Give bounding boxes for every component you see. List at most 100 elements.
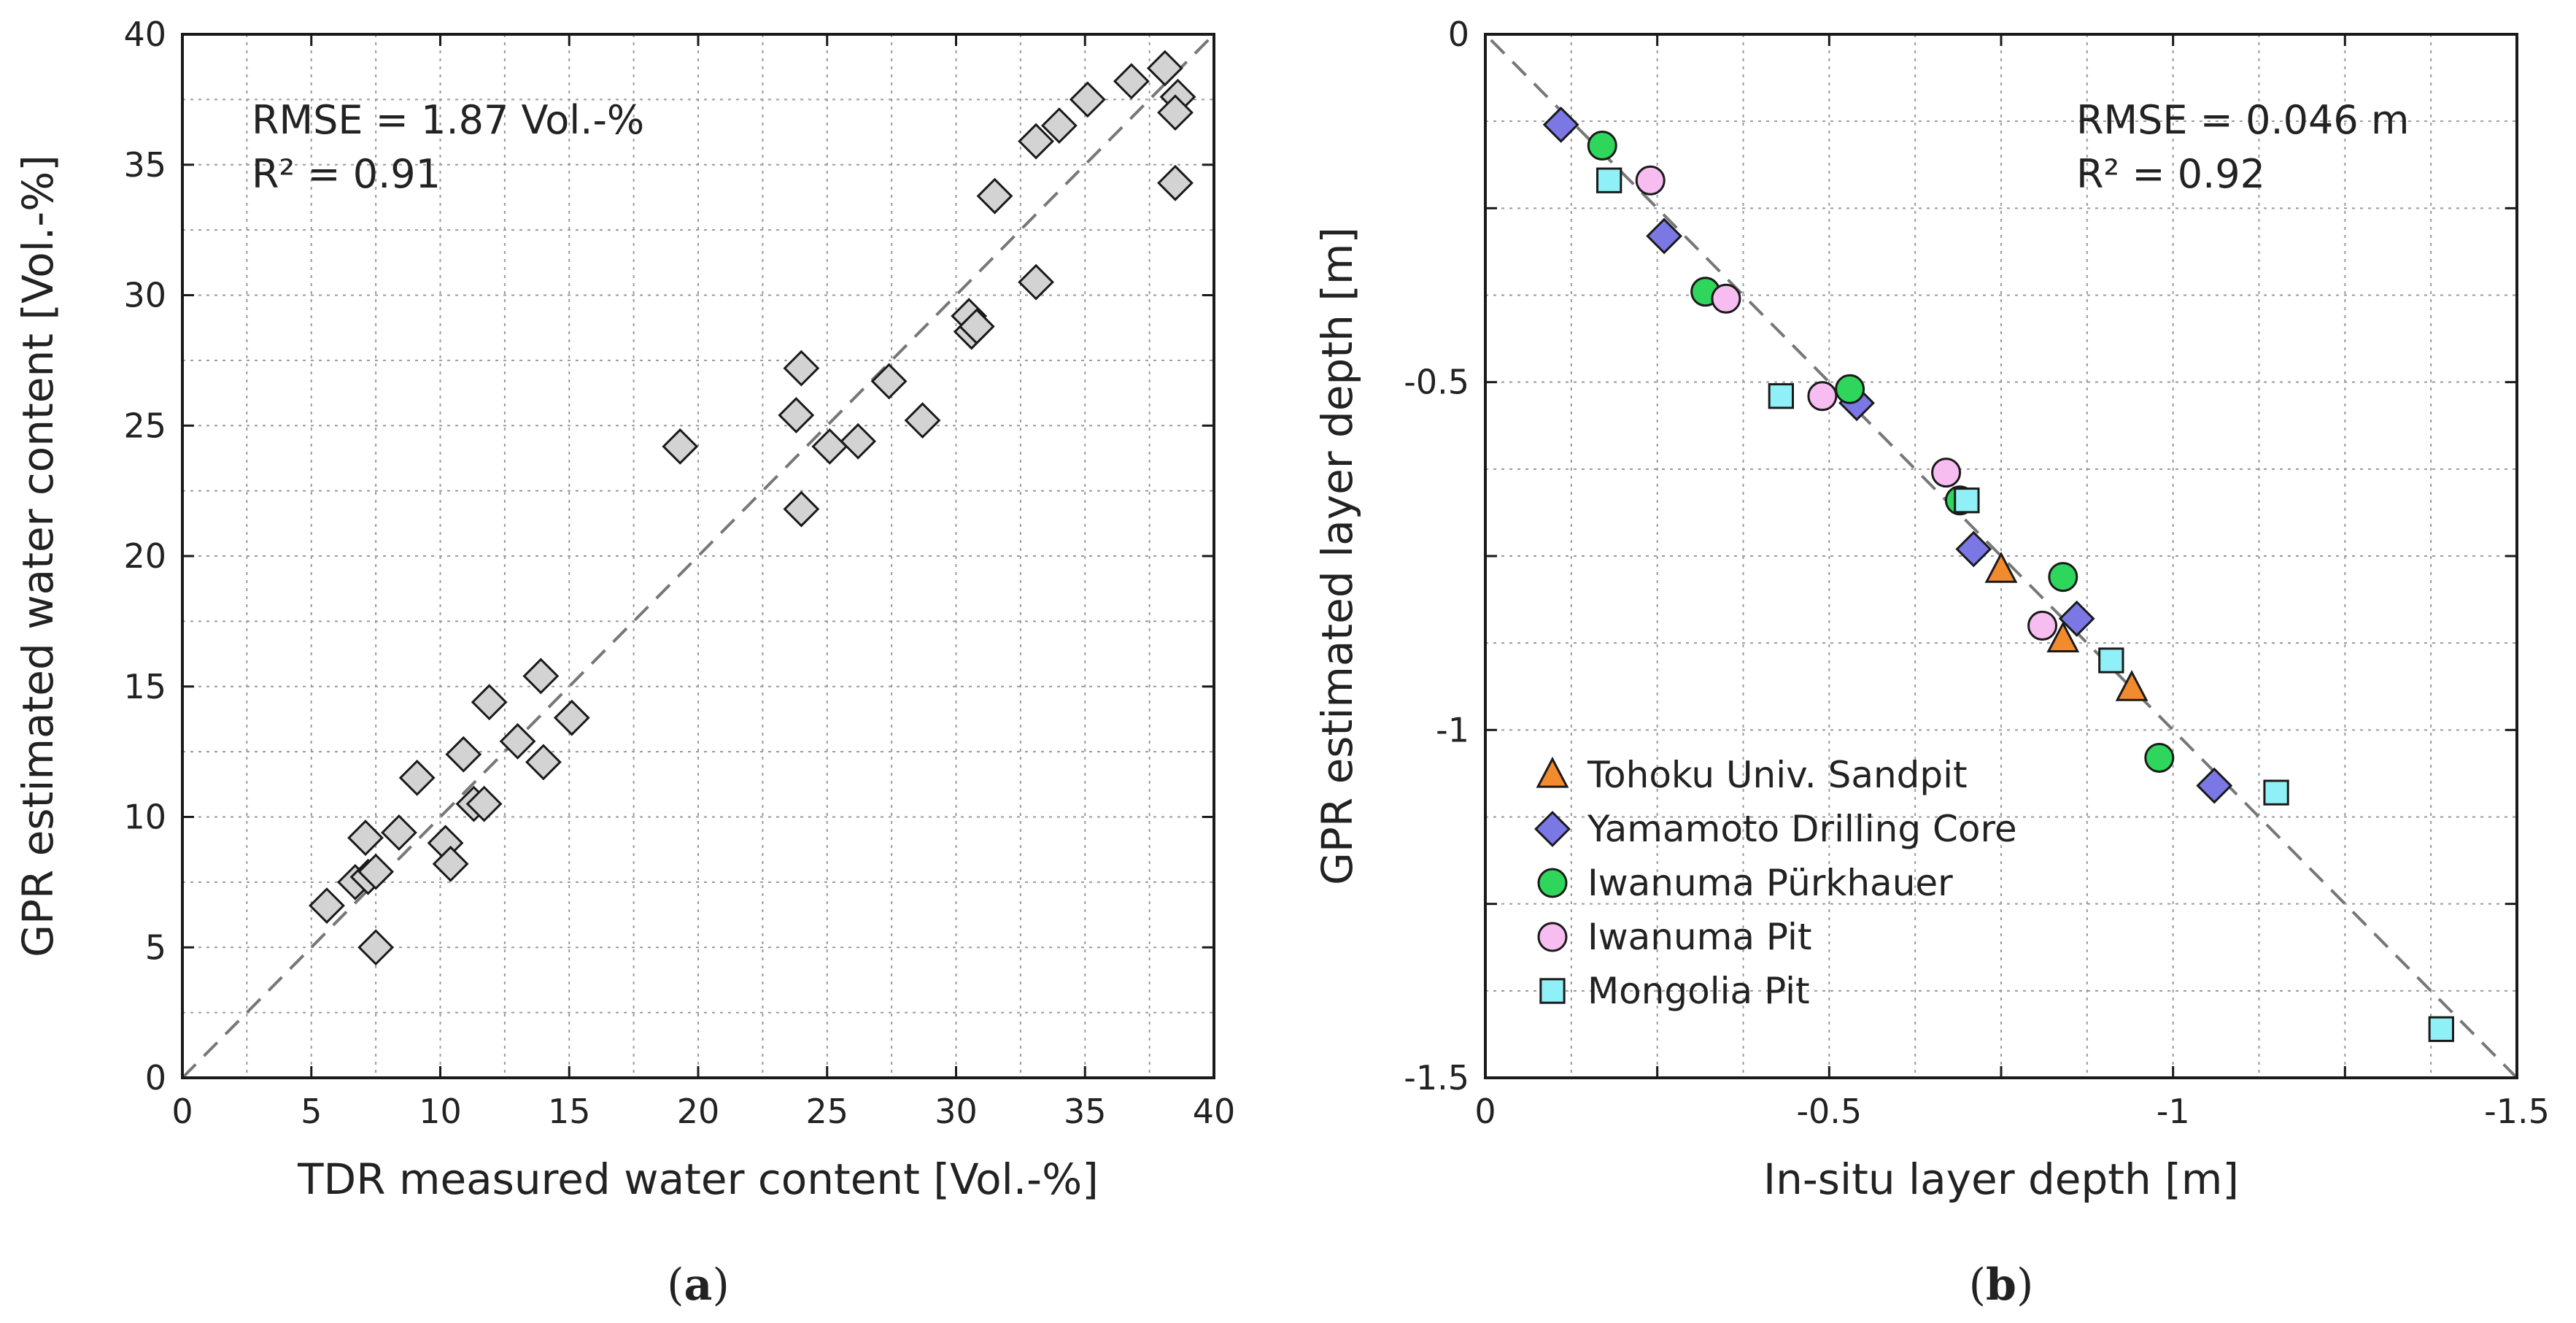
data-point [1596, 167, 1622, 193]
data-point [2027, 610, 2058, 641]
y-tick-label: 20 [123, 536, 166, 576]
x-tick-label: 35 [1064, 1092, 1107, 1131]
data-point [465, 785, 503, 822]
data-point [445, 736, 482, 773]
data-point [347, 819, 384, 857]
data-point [525, 744, 562, 781]
x-tick-label: 0 [171, 1092, 193, 1131]
x-tick-label: 10 [419, 1092, 462, 1131]
data-point [958, 308, 995, 345]
x-tick-label: 15 [548, 1092, 591, 1131]
x-tick-label: -1 [2157, 1092, 2190, 1131]
y-tick-label: -1 [1436, 710, 1469, 749]
data-point [1954, 487, 1980, 514]
panel-letter-a: a [684, 1260, 713, 1311]
data-point [1069, 81, 1106, 118]
data-point [1768, 383, 1794, 409]
data-point [2048, 562, 2078, 593]
data-point [1646, 217, 1683, 255]
data-point [662, 428, 699, 465]
rmse-annotation-b: RMSE = 0.046 m [2076, 97, 2409, 143]
data-point [1587, 131, 1617, 161]
legend-label: Iwanuma Pit [1587, 916, 1811, 958]
x-tick-label: 0 [1474, 1092, 1496, 1131]
legend-marker [1537, 868, 1568, 898]
data-point [2428, 1016, 2454, 1042]
legend-label: Iwanuma Pürkhauer [1587, 862, 1953, 904]
r2-annotation-a: R² = 0.91 [252, 151, 441, 197]
data-point [357, 929, 395, 966]
y-tick-label: 10 [123, 798, 166, 837]
data-point [1807, 381, 1838, 412]
y-tick-label: 35 [123, 145, 166, 185]
legend-label: Yamamoto Drilling Core [1587, 808, 2017, 850]
legend-label: Tohoku Univ. Sandpit [1587, 754, 1968, 796]
data-point [976, 177, 1013, 215]
x-tick-label: -1.5 [2484, 1092, 2550, 1131]
data-point [1711, 283, 1741, 314]
data-point [522, 657, 560, 695]
panel-label-a: (a) [667, 1260, 730, 1311]
data-point [357, 853, 395, 890]
data-point [778, 397, 815, 433]
y-tick-label: -1.5 [1404, 1058, 1469, 1098]
panel-label-b: (b) [1969, 1260, 2034, 1311]
chart-panel-a: 0 5 10 15 20 25 30 35 40 0 5 10 15 20 25 30 35 40 RMSE = … [13, 15, 1235, 1311]
panel-letter-b: b [1986, 1260, 2016, 1311]
data-point [471, 684, 508, 721]
data-point [1542, 107, 1579, 143]
data-point [783, 350, 820, 387]
data-point [2263, 779, 2289, 806]
y-tick-label: 5 [145, 927, 166, 967]
data-point [1146, 50, 1183, 87]
data-point [1635, 165, 1666, 196]
data-point [783, 490, 820, 528]
y-axis-label-b: GPR estimated layer depth [m] [1312, 227, 1362, 885]
rmse-annotation-a: RMSE = 1.87 Vol.-% [252, 97, 644, 143]
data-point [2196, 767, 2233, 804]
data-point [398, 759, 436, 796]
x-tick-label: 30 [935, 1092, 978, 1131]
legend-marker [1539, 978, 1566, 1004]
data-point [870, 363, 908, 400]
data-point [1835, 374, 1865, 404]
legend-marker [1537, 922, 1568, 952]
data-point [1040, 107, 1078, 144]
x-tick-label: 5 [301, 1092, 322, 1131]
data-point [432, 845, 469, 882]
chart-panel-b: 0 -0.5 -1 -1.50-0.5-1-1.5 RMSE = 0.046 m R²… [1312, 15, 2550, 1311]
data-point [2144, 742, 2175, 773]
legend-marker [1534, 811, 1571, 847]
legend-label: Mongolia Pit [1587, 970, 1810, 1012]
data-point [553, 699, 590, 736]
x-tick-label: 25 [805, 1092, 848, 1131]
data-point [381, 814, 417, 851]
y-tick-label: 30 [123, 276, 166, 315]
data-point [2046, 621, 2080, 653]
data-point [499, 722, 536, 760]
y-tick-label: 0 [1448, 15, 1469, 54]
x-tick-label: 40 [1193, 1092, 1236, 1131]
data-point [840, 423, 877, 460]
data-point [1931, 458, 1962, 488]
x-tick-label: -0.5 [1796, 1092, 1862, 1131]
data-point [1955, 531, 1992, 568]
data-point [2115, 670, 2148, 701]
x-axis-label-b: In-situ layer depth [m] [1763, 1154, 2239, 1204]
x-tick-label: 20 [677, 1092, 720, 1131]
data-point [2058, 600, 2095, 637]
r2-annotation-b: R² = 0.92 [2076, 151, 2265, 197]
data-point [1113, 63, 1150, 100]
data-point [1157, 94, 1194, 131]
legend-marker [1536, 756, 1569, 788]
y-tick-label: 0 [145, 1058, 166, 1098]
data-point [1157, 164, 1194, 201]
data-point [2098, 647, 2124, 674]
y-tick-label: 15 [123, 667, 166, 706]
x-axis-label-a: TDR measured water content [Vol.-%] [297, 1154, 1099, 1204]
data-point [1018, 263, 1055, 301]
data-point [309, 887, 345, 924]
legend: Tohoku Univ. Sandpit Yamamoto Drilling Co… [1534, 754, 2017, 1012]
y-tick-label: 25 [123, 406, 166, 445]
